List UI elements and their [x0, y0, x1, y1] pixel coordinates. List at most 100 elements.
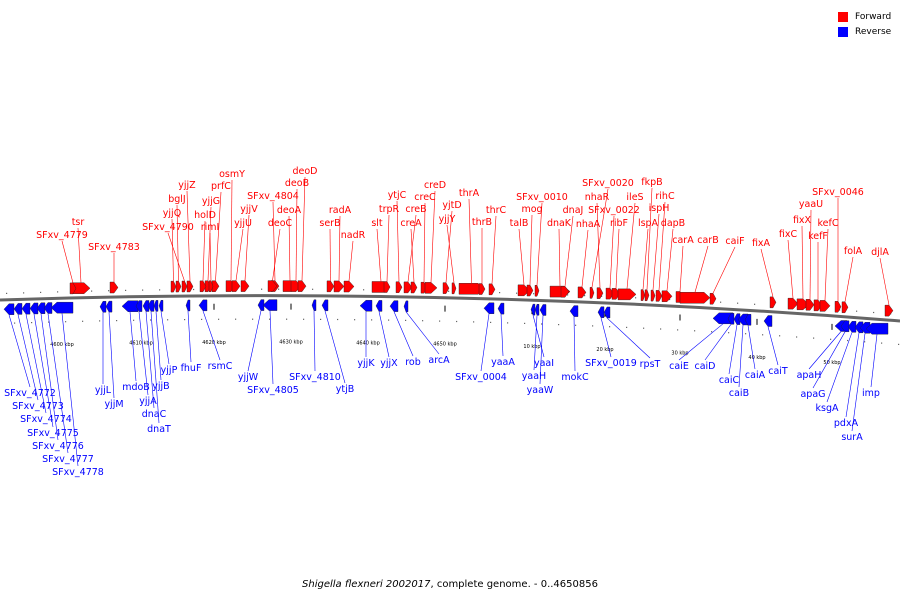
- gene-arrow: [170, 280, 177, 293]
- dot-above: [720, 301, 722, 303]
- dot-below: [830, 338, 832, 340]
- gene-arrow: [655, 290, 663, 302]
- gene-label: fixC: [779, 229, 798, 240]
- gene-label: creB: [405, 204, 426, 215]
- gene-label: yjjV: [240, 204, 258, 215]
- label-leader: [313, 310, 316, 372]
- dot-below: [456, 320, 458, 323]
- label-leader: [468, 198, 472, 284]
- gene-label: osmY: [219, 169, 245, 180]
- reverse-swatch: [838, 26, 848, 37]
- gene-label: yjjZ: [178, 180, 196, 191]
- gene-label: yjjX: [380, 358, 398, 369]
- label-leader: [536, 202, 543, 286]
- label-leader: [376, 228, 382, 282]
- dot-below: [507, 322, 509, 324]
- dot-below: [524, 322, 526, 324]
- dot-below: [592, 325, 594, 327]
- dot-below: [422, 320, 424, 322]
- gene-label: deoC: [268, 218, 293, 229]
- gene-arrow: [375, 300, 383, 312]
- label-leader: [167, 232, 185, 282]
- gene-arrow: [186, 280, 194, 293]
- gene-label: yjjK: [357, 358, 375, 369]
- dot-above: [142, 289, 144, 291]
- gene-label: rihC: [655, 191, 675, 202]
- gene-arrow: [359, 300, 373, 312]
- gene-arrow: [240, 280, 250, 292]
- gene-label: fkpB: [641, 177, 662, 188]
- label-leader: [176, 204, 179, 282]
- label-leader: [386, 214, 390, 282]
- reverse-genes: SFxv_4772 SFxv_4773 SFxv_4774 SFxv_4775 SFxv…: [3, 299, 889, 478]
- gene-arrow: [208, 280, 214, 292]
- gene-arrow: [640, 289, 646, 301]
- dot-below: [167, 319, 169, 321]
- gene-label: caiE: [669, 361, 689, 372]
- dot-above: [737, 302, 739, 304]
- gene-arrow: [569, 305, 579, 317]
- gene-arrow: [181, 280, 188, 293]
- gene-label: caiT: [768, 366, 788, 377]
- label-leader: [738, 324, 744, 388]
- gene-label: dnaJ: [563, 205, 584, 216]
- dot-above: [57, 291, 59, 293]
- gene-label: talB: [510, 218, 529, 229]
- label-leader: [845, 332, 860, 418]
- gene-label: thrB: [472, 217, 492, 228]
- label-leader: [230, 179, 233, 281]
- label-leader: [445, 210, 453, 283]
- gene-arrow: [153, 300, 159, 312]
- gene-label: fhuF: [181, 363, 202, 374]
- gene-arrow: [727, 313, 735, 325]
- label-leader: [600, 317, 612, 358]
- dot-above: [193, 288, 195, 291]
- gene-arrow: [395, 281, 403, 293]
- label-leader: [642, 228, 649, 290]
- gene-label: mog: [521, 204, 542, 215]
- label-leader: [338, 215, 341, 281]
- label-leader: [405, 311, 440, 355]
- gene-arrow: [403, 300, 409, 313]
- gene-label: yaaA: [491, 357, 515, 368]
- gene-arrow: [539, 304, 547, 316]
- genome-backbone: [0, 294, 900, 323]
- dot-above: [873, 311, 875, 314]
- legend-forward-label: Forward: [855, 11, 892, 22]
- label-leader: [269, 310, 274, 385]
- label-leader: [108, 312, 115, 399]
- gene-label: rsmC: [208, 361, 233, 372]
- gene-label: ytjB: [336, 384, 355, 395]
- tick-label: 4600 kbp: [50, 342, 74, 348]
- dot-below: [762, 334, 764, 336]
- label-leader: [247, 310, 262, 372]
- gene-arrow: [326, 280, 335, 293]
- gene-arrow: [442, 282, 450, 294]
- gene-arrow: [744, 314, 752, 326]
- label-leader: [787, 239, 794, 299]
- dot-above: [754, 303, 756, 305]
- gene-label: folA: [844, 246, 863, 257]
- label-leader: [808, 331, 842, 370]
- dot-above: [23, 292, 25, 294]
- label-leader: [272, 228, 281, 281]
- dot-above: [533, 293, 535, 295]
- dot-below: [609, 326, 611, 328]
- gene-label: yjtD: [442, 200, 461, 211]
- dot-below: [286, 318, 288, 320]
- gene-arrow: [185, 299, 191, 312]
- gene-arrow: [597, 306, 605, 318]
- dot-above: [125, 289, 127, 291]
- label-leader: [145, 311, 155, 409]
- gene-label: fixX: [793, 215, 812, 226]
- gene-label: dnaC: [142, 409, 167, 420]
- gene-arrow: [262, 299, 278, 311]
- gene-label: yaaI: [534, 358, 554, 369]
- gene-label: caiC: [719, 375, 740, 386]
- gene-arrow: [410, 281, 418, 294]
- gene-label: yjjW: [238, 372, 259, 383]
- legend: Forward Reverse: [838, 9, 891, 39]
- dot-above: [40, 291, 42, 293]
- label-leader: [33, 313, 54, 428]
- label-leader: [581, 229, 589, 287]
